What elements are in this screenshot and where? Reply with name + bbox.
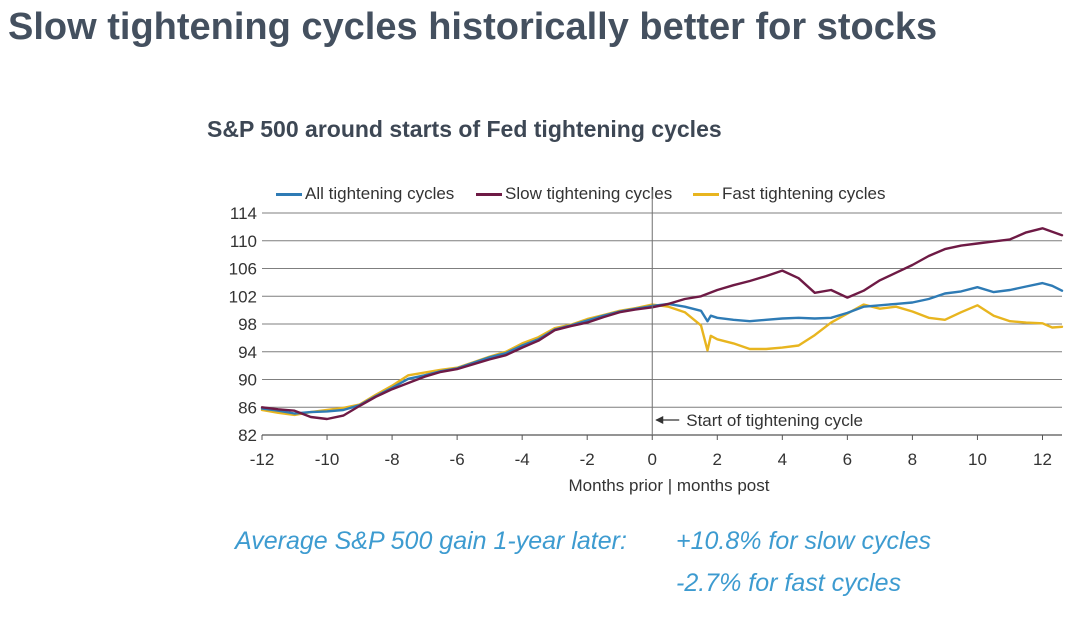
y-tick-label-106: 106 <box>229 260 257 279</box>
x-tick-label--2: -2 <box>580 450 595 469</box>
series-line-all <box>260 281 1064 415</box>
x-tick-label--10: -10 <box>315 450 340 469</box>
y-tick-label-82: 82 <box>238 426 257 445</box>
legend-label-slow: Slow tightening cycles <box>505 184 673 203</box>
legend-item-fast: Fast tightening cycles <box>693 183 885 205</box>
legend-item-all: All tightening cycles <box>276 183 454 205</box>
chart-title: S&P 500 around starts of Fed tightening … <box>207 116 722 142</box>
x-tick-label-0: 0 <box>648 450 657 469</box>
series-line-fast <box>260 303 1064 417</box>
legend-swatch-slow <box>476 192 502 196</box>
legend-swatch-fast <box>693 192 719 196</box>
x-tick-label--12: -12 <box>250 450 275 469</box>
annotation: Start of tightening cycle <box>651 190 863 435</box>
legend-item-slow: Slow tightening cycles <box>476 183 672 205</box>
x-tick-label-4: 4 <box>778 450 787 469</box>
x-tick-label-2: 2 <box>713 450 722 469</box>
x-tick-label--8: -8 <box>385 450 400 469</box>
x-tick-label-6: 6 <box>843 450 852 469</box>
legend-label-all: All tightening cycles <box>305 184 455 203</box>
x-tick-label--6: -6 <box>450 450 465 469</box>
y-tick-label-94: 94 <box>238 343 257 362</box>
slide-title: Slow tightening cycles historically bett… <box>8 6 938 48</box>
x-axis-label: Months prior | months post <box>569 476 770 495</box>
y-tick-label-114: 114 <box>230 204 257 223</box>
annotation-label: Start of tightening cycle <box>686 411 863 430</box>
x-tick-label-12: 12 <box>1033 450 1052 469</box>
axes: 82 86 90 94 98 102 106 110 114 -12 -10 -8 -6 -4 -2 0 2 4 6… <box>229 204 1062 495</box>
x-tick-label-10: 10 <box>968 450 987 469</box>
y-tick-label-90: 90 <box>238 371 257 390</box>
grid-lines <box>262 212 1062 436</box>
annotation-arrow-head <box>655 416 664 424</box>
series-lines <box>260 227 1064 421</box>
legend-label-fast: Fast tightening cycles <box>722 184 886 203</box>
note-lead: Average S&P 500 gain 1-year later: <box>235 527 627 555</box>
series-line-slow <box>260 227 1064 421</box>
note-slow-cycles: +10.8% for slow cycles <box>676 527 931 555</box>
x-tick-label-8: 8 <box>908 450 917 469</box>
y-tick-label-110: 110 <box>230 232 257 251</box>
x-tick-label--4: -4 <box>515 450 530 469</box>
y-tick-label-98: 98 <box>238 315 257 334</box>
y-tick-label-102: 102 <box>229 287 257 306</box>
y-tick-label-86: 86 <box>238 398 257 417</box>
legend-swatch-all <box>276 192 302 196</box>
note-fast-cycles: -2.7% for fast cycles <box>676 569 902 597</box>
